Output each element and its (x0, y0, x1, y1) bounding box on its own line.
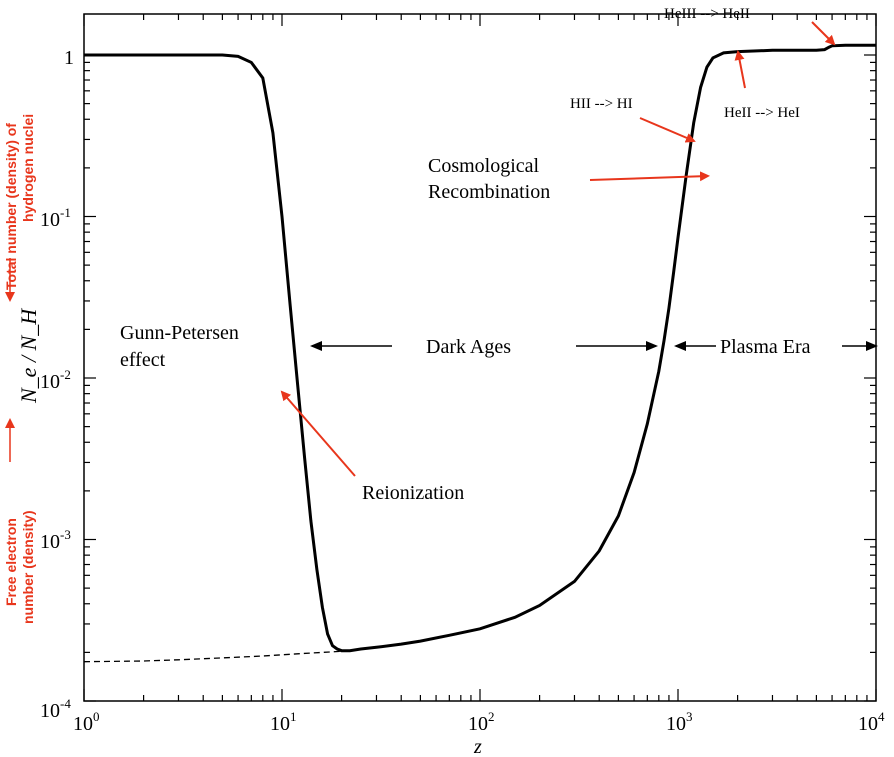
cosmological-label: Cosmological (428, 155, 540, 177)
reionization-label: Reionization (362, 482, 464, 504)
electron-fraction-dashed-curve (83, 650, 342, 663)
electron-fraction-curve (84, 43, 876, 653)
y-tick-label: 10-4 (40, 696, 71, 722)
gunn-petersen-label: Gunn-Petersen (120, 322, 239, 344)
cosmological-recombination-arrow (589, 171, 710, 182)
plasma-era-label: Plasma Era (720, 336, 811, 358)
side-label-top-line1: Total number (density) of (3, 123, 19, 290)
x-tick-label: 102 (468, 709, 495, 735)
x-tick-label: 100 (73, 709, 100, 735)
x-tick-label: 101 (270, 709, 297, 735)
cosmological-label-line2: Recombination (428, 181, 550, 203)
side-label-top: Total number (density) of hydrogen nucle… (3, 114, 36, 290)
x-tick-label: 104 (858, 709, 885, 735)
heii-hei-label: HeII --> HeI (724, 105, 800, 121)
x-axis-label: z (473, 736, 482, 757)
y-tick-label: 10-3 (40, 527, 71, 553)
side-label-bottom: Free electron number (density) (3, 510, 36, 624)
y-tick-label: 1 (64, 47, 74, 69)
x-tick-label: 103 (666, 709, 693, 735)
hii-hi-arrow (639, 117, 696, 143)
axis-ticks (83, 14, 877, 702)
side-label-top-line2: hydrogen nuclei (20, 114, 36, 222)
y-tick-label: 10-2 (40, 367, 71, 393)
y-axis-label: N_e / N_H (16, 308, 41, 404)
reionization-arrow (280, 390, 356, 477)
gunn-petersen-label-line2: effect (120, 349, 166, 371)
side-label-bottom-line2: number (density) (20, 510, 36, 624)
heiii-heii-label: HeIII --> HeII (664, 6, 750, 22)
hii-hi-label: HII --> HI (570, 96, 633, 112)
heii-hei-arrow (734, 50, 746, 89)
y-axis-label-group: N_e / N_H (16, 308, 41, 404)
x-tick-labels: 100 101 102 103 104 (73, 709, 885, 735)
dark-ages-label: Dark Ages (426, 336, 511, 358)
heiii-heii-arrow (811, 21, 836, 46)
y-tick-labels: 10-4 10-3 10-2 10-1 1 (40, 47, 74, 722)
side-label-bottom-line1: Free electron (3, 518, 19, 606)
y-tick-label: 10-1 (40, 205, 71, 231)
